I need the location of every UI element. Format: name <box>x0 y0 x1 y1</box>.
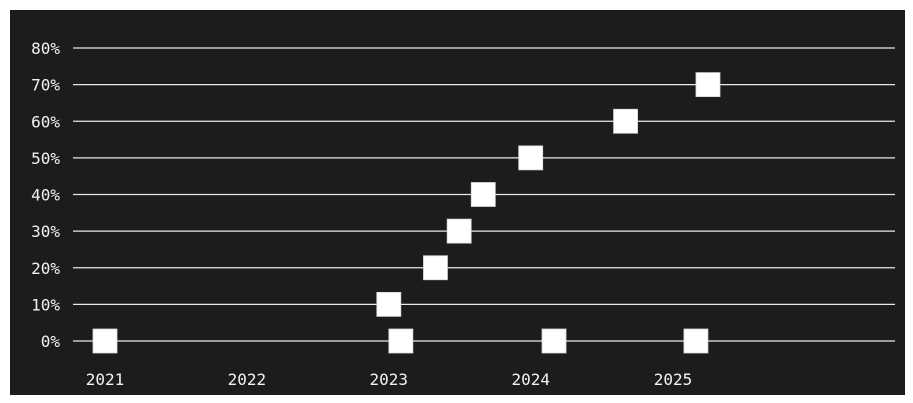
y-tick-label: 40% <box>31 186 60 205</box>
y-tick-label: 30% <box>31 222 60 241</box>
y-tick-label: 0% <box>41 332 61 351</box>
data-points <box>92 72 721 354</box>
x-axis-tick-labels: 2021 2022 2023 2024 2025 <box>86 370 693 389</box>
grid-lines <box>73 47 895 342</box>
y-tick-label: 60% <box>31 112 60 131</box>
data-point-8 <box>613 108 638 134</box>
x-tick-label: 2021 <box>86 370 125 389</box>
y-tick-label: 20% <box>31 259 60 278</box>
data-point-0 <box>92 328 118 354</box>
data-point-6 <box>518 145 544 171</box>
x-tick-label: 2022 <box>228 370 267 389</box>
data-point-1 <box>376 291 402 317</box>
data-point-3 <box>423 255 448 281</box>
x-tick-label: 2023 <box>370 370 409 389</box>
y-tick-label: 80% <box>31 39 60 58</box>
data-point-2 <box>388 328 414 354</box>
data-point-10 <box>695 72 721 98</box>
data-point-7 <box>541 328 567 354</box>
x-tick-label: 2024 <box>511 370 550 389</box>
y-tick-label: 70% <box>31 76 60 95</box>
data-point-9 <box>683 328 709 354</box>
y-tick-label: 10% <box>31 295 60 314</box>
chart-frame <box>10 10 905 395</box>
x-tick-label: 2025 <box>654 370 693 389</box>
y-tick-label: 50% <box>31 149 60 168</box>
y-axis-tick-labels: 0% 10% 20% 30% 40% 50% 60% 70% 80% <box>31 39 60 351</box>
data-point-4 <box>446 218 472 244</box>
data-point-5 <box>470 182 496 207</box>
